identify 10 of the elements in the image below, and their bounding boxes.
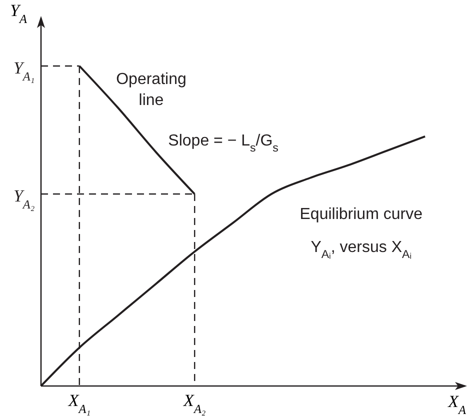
annotation: Slope = − L$_{s}$/G$_{s}$ (168, 132, 279, 154)
annotation: Equilibrium curve (300, 206, 423, 224)
x-tick-label: X$_{A₁}$ (67, 391, 90, 416)
text: Y$_{A₁}$ (13, 58, 35, 84)
x-tick-label: X$_{A₂}$ (182, 391, 206, 416)
text: Y$_{A₂}$ (13, 186, 35, 212)
annotation: Y$_{Aᵢ}$, versus X$_{Aᵢ}$ (310, 239, 412, 262)
y-axis-title: Y$_{A}$ (10, 1, 28, 26)
x-axis-title: X$_{A}$ (447, 392, 467, 417)
annotation: Operating line (116, 70, 186, 109)
